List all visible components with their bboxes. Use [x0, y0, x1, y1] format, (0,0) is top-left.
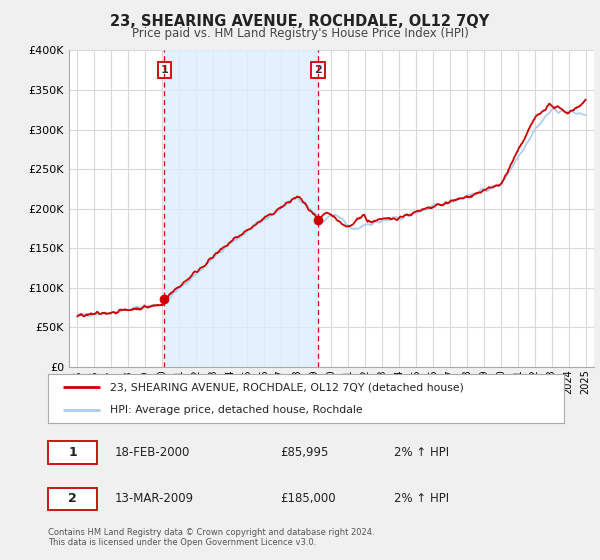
Bar — [164, 50, 318, 367]
Text: This data is licensed under the Open Government Licence v3.0.: This data is licensed under the Open Gov… — [48, 538, 316, 547]
Text: Contains HM Land Registry data © Crown copyright and database right 2024.: Contains HM Land Registry data © Crown c… — [48, 528, 374, 536]
Text: 2: 2 — [68, 492, 77, 505]
FancyBboxPatch shape — [48, 441, 97, 464]
Text: 18-FEB-2000: 18-FEB-2000 — [115, 446, 190, 459]
Text: 2: 2 — [314, 65, 322, 75]
Text: £185,000: £185,000 — [280, 492, 336, 505]
Text: 2% ↑ HPI: 2% ↑ HPI — [394, 492, 449, 505]
Text: 23, SHEARING AVENUE, ROCHDALE, OL12 7QY: 23, SHEARING AVENUE, ROCHDALE, OL12 7QY — [110, 14, 490, 29]
Text: 1: 1 — [68, 446, 77, 459]
Text: 2% ↑ HPI: 2% ↑ HPI — [394, 446, 449, 459]
Text: £85,995: £85,995 — [280, 446, 329, 459]
Text: 1: 1 — [160, 65, 168, 75]
FancyBboxPatch shape — [48, 488, 97, 510]
Text: 13-MAR-2009: 13-MAR-2009 — [115, 492, 194, 505]
Text: HPI: Average price, detached house, Rochdale: HPI: Average price, detached house, Roch… — [110, 405, 362, 415]
Text: Price paid vs. HM Land Registry's House Price Index (HPI): Price paid vs. HM Land Registry's House … — [131, 27, 469, 40]
Text: 23, SHEARING AVENUE, ROCHDALE, OL12 7QY (detached house): 23, SHEARING AVENUE, ROCHDALE, OL12 7QY … — [110, 382, 464, 393]
